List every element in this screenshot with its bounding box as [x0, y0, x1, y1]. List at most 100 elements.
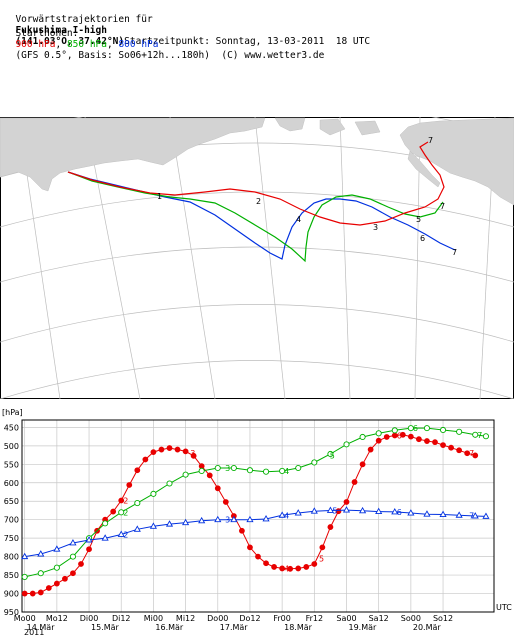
x-tick-label: Fr00: [273, 614, 291, 623]
data-point: [86, 546, 92, 553]
x-tick-label: Do00: [207, 614, 228, 623]
data-point: [246, 467, 254, 474]
data-point: [21, 590, 28, 597]
series-900-hpa: 2 3 4 5 6 7: [21, 432, 479, 597]
data-point: [271, 564, 277, 570]
year-label: 2011: [24, 628, 44, 637]
day-marker-label: 2: [123, 508, 128, 517]
data-point: [150, 449, 157, 456]
y-tick-label: 650: [4, 497, 19, 506]
header-model-info: (GFS 0.5°, Basis: So06+12h...180h) (C) w…: [15, 50, 325, 61]
chart-series: 2 3 4 5 6 7 2 3 4 5 6 7 2 3 4 5 6 7: [21, 424, 490, 597]
legend-800hpa: 800 hPa: [118, 39, 159, 50]
x-tick-labels: Mo00 Mo12 Di00 Di12 Mi00 Mi12 Do00 Do12 Fr00 Fr12…: [14, 614, 453, 632]
data-point: [53, 580, 60, 587]
data-point: [375, 437, 382, 444]
x-tick-label: Do12: [239, 614, 260, 623]
day-marker-label: 4: [284, 564, 289, 573]
map-label-day6: 6: [420, 234, 425, 243]
data-point: [262, 515, 270, 522]
data-point: [214, 464, 221, 472]
map-landmasses: [0, 117, 514, 206]
y-tick-label: 850: [4, 571, 19, 580]
data-point: [456, 447, 463, 454]
data-point: [142, 456, 149, 463]
data-point: [165, 520, 174, 527]
data-point: [158, 446, 165, 453]
data-point: [246, 515, 254, 523]
data-point: [279, 467, 286, 475]
x-tick-label: Mi00: [144, 614, 163, 623]
data-point: [263, 560, 269, 567]
data-point: [101, 534, 109, 541]
data-point: [448, 444, 454, 451]
data-point: [198, 467, 205, 475]
data-point: [149, 522, 157, 529]
day-marker-label: 3: [225, 516, 230, 525]
data-point: [53, 564, 60, 571]
data-point: [117, 530, 125, 537]
data-point: [407, 433, 414, 440]
data-point: [174, 446, 181, 453]
map-label-day2: 2: [256, 197, 261, 206]
data-point: [342, 506, 351, 513]
data-point: [295, 565, 302, 572]
y-tick-label: 800: [4, 553, 19, 562]
data-point: [287, 565, 294, 572]
data-point: [206, 472, 213, 479]
date-label: 16.Mär: [155, 623, 184, 632]
pressure-time-chart: [hPa] 450500550600650700750800850900950 …: [2, 408, 512, 637]
series-850-hpa: 2 3 4 5 6 7: [21, 424, 490, 580]
data-point: [69, 539, 77, 546]
data-point: [230, 464, 237, 472]
header-start-heights-label: Starthöhen:: [15, 28, 79, 39]
data-point: [456, 428, 463, 435]
y-tick-label: 500: [4, 442, 19, 451]
data-point: [359, 461, 366, 468]
day-marker-label: 5: [330, 451, 335, 460]
data-point: [45, 585, 52, 591]
data-point: [198, 463, 205, 470]
data-point: [37, 570, 44, 577]
plot-frame: [21, 419, 495, 613]
data-point: [255, 553, 261, 560]
data-point: [62, 575, 68, 582]
y-tick-label: 700: [4, 516, 19, 525]
data-point: [133, 525, 141, 532]
data-point: [455, 511, 463, 518]
data-point: [214, 515, 222, 523]
day-marker-label: 2: [123, 530, 128, 539]
data-point: [126, 482, 133, 488]
data-point: [375, 430, 382, 437]
data-point: [391, 427, 398, 434]
y-tick-label: 450: [4, 423, 19, 432]
data-point: [166, 480, 173, 487]
date-label: 15.Mär: [91, 623, 120, 632]
data-point: [247, 544, 253, 551]
map-day-labels: 1 2 3 4 5 6 7 7 7: [157, 136, 457, 257]
day-marker-label: 4: [284, 467, 289, 476]
data-point: [230, 515, 238, 523]
x-tick-label: Sa12: [369, 614, 389, 623]
y-tick-label: 600: [4, 479, 19, 488]
data-point: [482, 512, 490, 519]
header-title-prefix: Vorwärtstrajektorien für: [15, 14, 153, 25]
y-tick-label: 750: [4, 534, 19, 543]
y-tick-label: 550: [4, 460, 19, 469]
data-point: [464, 450, 471, 457]
data-point: [118, 497, 125, 504]
data-point: [416, 436, 422, 443]
data-point: [278, 511, 286, 518]
data-point: [150, 490, 157, 497]
data-point: [182, 518, 190, 526]
legend-850hpa: 850 hPa: [66, 39, 107, 50]
data-point: [134, 500, 141, 507]
date-label: 17.Mär: [220, 623, 249, 632]
data-point: [311, 561, 318, 567]
data-point: [53, 545, 61, 552]
x-tick-label: So12: [433, 614, 453, 623]
data-point: [21, 573, 28, 580]
data-point: [391, 508, 399, 515]
data-point: [424, 438, 430, 444]
land-asia: [0, 117, 266, 192]
